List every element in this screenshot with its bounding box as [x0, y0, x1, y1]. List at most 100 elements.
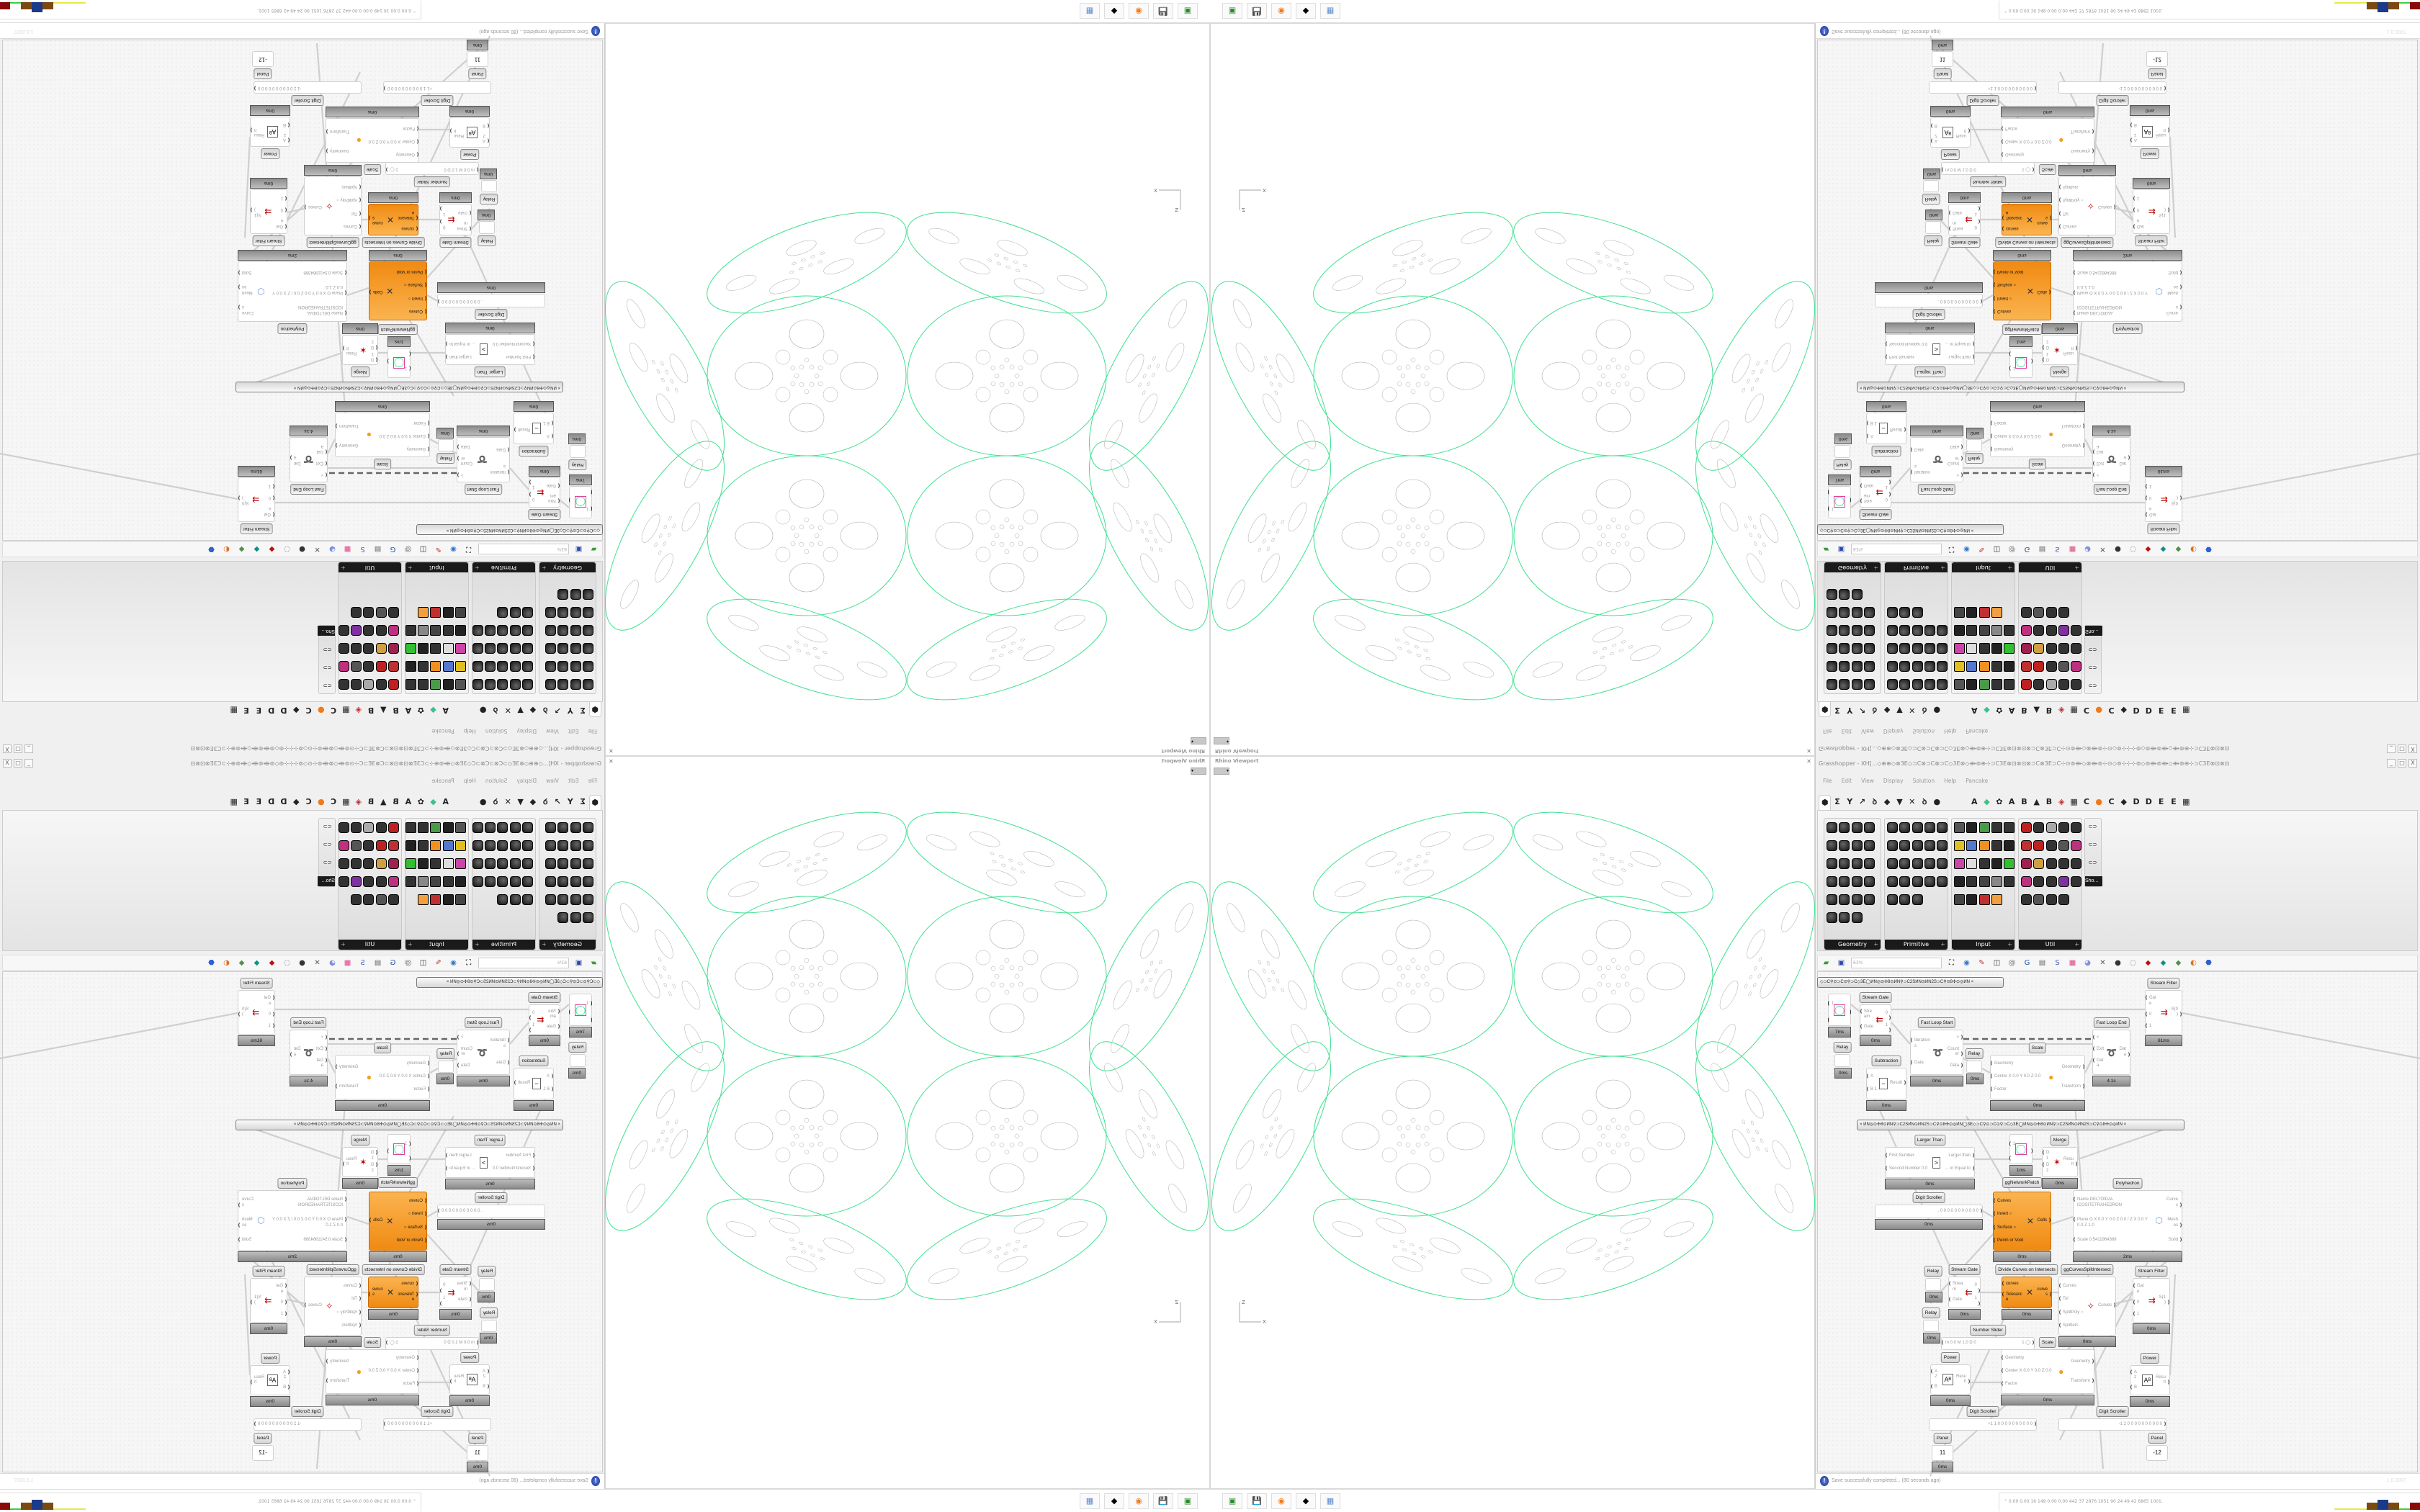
output-port[interactable]: Result — [254, 1375, 265, 1386]
gg-curves-split-label[interactable]: ggCurvesSplitIntersect — [2061, 237, 2114, 248]
geometry-component-icon[interactable] — [1851, 822, 1863, 833]
panel-1-label[interactable]: Panel — [468, 1433, 487, 1444]
gg-network-patch-label[interactable]: ggNetworkPatch — [2002, 1177, 2043, 1188]
input-component-icon[interactable] — [1966, 840, 1978, 851]
monitor-app-icon[interactable]: ▣ — [1178, 1493, 1198, 1509]
input-port[interactable]: B — [280, 1385, 286, 1391]
output-port[interactable]: Data — [2119, 454, 2126, 466]
minimize-button[interactable]: _ — [2387, 759, 2396, 768]
output-port[interactable]: Solid — [2165, 269, 2178, 274]
lightbulb-icon[interactable]: ◕ — [2084, 958, 2091, 967]
input-port[interactable]: Curves — [335, 223, 357, 229]
polyhedron-label[interactable]: Polyhedron — [2112, 323, 2143, 334]
grid-icon[interactable]: ▦ — [2070, 797, 2078, 806]
panel-1-component[interactable]: 11 — [467, 51, 488, 67]
primitive-component-icon[interactable] — [1924, 876, 1935, 887]
input-port[interactable]: Data — [490, 1061, 506, 1066]
primitive-component-icon[interactable] — [1912, 858, 1923, 869]
primitive-component-icon[interactable] — [1899, 858, 1911, 869]
output-port[interactable]: Counter — [1945, 1047, 1963, 1058]
number-slider-label[interactable]: Number Slider — [414, 176, 450, 187]
output-port[interactable]: Curves — [2097, 203, 2112, 209]
digit-scroller-3-label[interactable]: Digit Scroller — [2096, 95, 2129, 106]
input-port[interactable]: Gate — [1953, 209, 1963, 215]
output-port[interactable]: Larger than — [1942, 1153, 1974, 1159]
curves-cells-component[interactable]: CurvesInvert ○Surface ○Perim or Void✕Cel… — [1993, 1192, 2051, 1251]
input-component-icon[interactable] — [1978, 858, 1990, 869]
util-component-icon[interactable] — [2021, 858, 2032, 869]
input-port[interactable]: 0 — [274, 1300, 283, 1306]
subtraction-component[interactable]: AB 1−Result — [514, 413, 554, 444]
divide-curves-component[interactable]: curvesTolerance✕curves — [368, 204, 418, 235]
number-slider-label[interactable]: Number Slider — [1970, 1325, 2006, 1336]
output-port[interactable]: 0 — [443, 223, 445, 229]
input-port[interactable]: Data — [2097, 443, 2104, 454]
stream-filter-2-label[interactable]: Stream Filter — [2135, 1266, 2168, 1277]
input-port[interactable]: Data — [1914, 446, 1930, 451]
merge-component[interactable]: D1D2✶Result — [2042, 1147, 2078, 1177]
input-port[interactable]: Stream — [1864, 492, 1874, 503]
stream-filter-1-label[interactable]: Stream Filter — [2147, 978, 2180, 989]
output-port[interactable]: Meshes — [242, 284, 255, 294]
larger-than-component[interactable]: First NumberSecond Number 0.0>Larger tha… — [1885, 1147, 1975, 1178]
output-port[interactable]: > — [461, 1035, 475, 1041]
digit-scroller-1-component[interactable]: . 0 0 0 0 0 0 0 0 0 0 0 — [1875, 294, 1983, 307]
geometry-component-icon[interactable] — [1863, 822, 1875, 833]
fast-loop-start-component[interactable]: IterationsData➰>CounterData — [1910, 1030, 1963, 1075]
menu-solution[interactable]: Solution — [1912, 778, 1935, 784]
primitive-component-icon[interactable] — [1887, 840, 1898, 851]
input-port[interactable]: 1 — [2149, 483, 2159, 489]
input-port[interactable]: First Number — [1886, 1153, 1930, 1159]
output-port[interactable]: 0 — [532, 496, 534, 501]
input-port[interactable]: Plane O X 0.0 Y 0.0 Z 0.0 / Z X 0.0 Y 0.… — [2077, 284, 2154, 294]
merge-component[interactable]: D1D2✶Result — [342, 335, 378, 365]
tab-c2-icon[interactable]: C — [2108, 797, 2115, 806]
relay-4-component[interactable] — [481, 180, 497, 192]
input-port[interactable]: Gate — [2137, 217, 2146, 229]
menu-edit[interactable]: Edit — [1841, 778, 1852, 784]
polyhedron-component[interactable]: Name DELTOIDAL ICOSITETRAHEDRONPlane O X… — [238, 1190, 347, 1251]
input-component-icon[interactable] — [1954, 840, 1965, 851]
util-component-icon[interactable] — [2058, 876, 2069, 887]
preview-teal-icon[interactable]: ◆ — [2160, 958, 2166, 967]
group-header[interactable]: × ИN◎⊙✣8⊙ИN⚲⊃C2SИN⊙ИN2S⊃C⚲⊙8✣⊙◎ИN◯3E◇⊃C⚲… — [236, 382, 563, 392]
input-port[interactable]: Geometry — [374, 445, 426, 451]
output-port[interactable]: Transform — [330, 128, 354, 133]
calculator-icon[interactable]: ▦ — [1320, 3, 1340, 19]
relay-3-component[interactable] — [479, 221, 495, 234]
util-component-icon[interactable] — [2033, 840, 2045, 851]
digit-scroller-3-label[interactable]: Digit Scroller — [2096, 1406, 2129, 1417]
input-port[interactable]: 0 — [274, 207, 283, 212]
input-port[interactable]: Factor — [1994, 419, 2046, 425]
output-port[interactable]: curves — [2035, 215, 2048, 225]
panel-2-component[interactable]: -12 — [252, 1445, 274, 1461]
input-port[interactable]: Factor — [374, 419, 426, 425]
input-port[interactable]: A — [543, 1074, 550, 1080]
digit-scroller-2-component[interactable]: +1 1 0 0 0 0 0 0 0 0 0 0 — [383, 81, 491, 94]
input-port[interactable]: Factor — [2005, 125, 2056, 130]
util-component-icon[interactable] — [2021, 840, 2032, 851]
output-port[interactable]: Curves — [2165, 1197, 2182, 1208]
input-port[interactable]: Tol — [2063, 210, 2085, 215]
relay-4-component[interactable] — [1923, 1320, 1939, 1332]
power-2-component[interactable]: A 2BAᴮResult — [2130, 117, 2170, 147]
larger-than-component[interactable]: First NumberSecond Number 0.0>Larger tha… — [1885, 334, 1975, 365]
input-port[interactable]: B — [2130, 1385, 2140, 1391]
viewport-menu-dropdown[interactable]: ▾ — [1214, 768, 1229, 775]
input-port[interactable]: Gate — [261, 996, 271, 1007]
gg-curves-split-component[interactable]: CurvesTolSplitPoly ○Splitters✧Curves — [304, 176, 362, 235]
group-header[interactable]: × ИN◎⊙✣8⊙ИN⚲⊃C2SИN⊙ИN2S⊃C⚲⊙8✣⊙◎ИN◯3E◇⊃C⚲… — [236, 1120, 563, 1130]
input-port[interactable]: D1 — [2046, 351, 2051, 362]
firefox-icon[interactable]: ◉ — [1129, 3, 1149, 19]
number-slider-label[interactable]: Number Slider — [414, 1325, 450, 1336]
tab-a-icon[interactable]: A — [1971, 797, 1978, 806]
output-port[interactable]: Data — [294, 454, 301, 466]
digit-scroller-3-component[interactable]: -1 2 0 0 0 0 0 0 0 0 0 0 — [254, 1418, 362, 1431]
input-port[interactable]: 0 — [2146, 1012, 2159, 1018]
fast-loop-end-label[interactable]: Fast Loop End — [2093, 1017, 2130, 1028]
input-port[interactable]: m 0.0 M 1.0 D 0 — [422, 166, 475, 171]
number-slider-label[interactable]: Number Slider — [1970, 176, 2006, 187]
output-port[interactable]: Curves — [308, 203, 323, 209]
stream-filter-2-label[interactable]: Stream Filter — [2135, 235, 2168, 246]
